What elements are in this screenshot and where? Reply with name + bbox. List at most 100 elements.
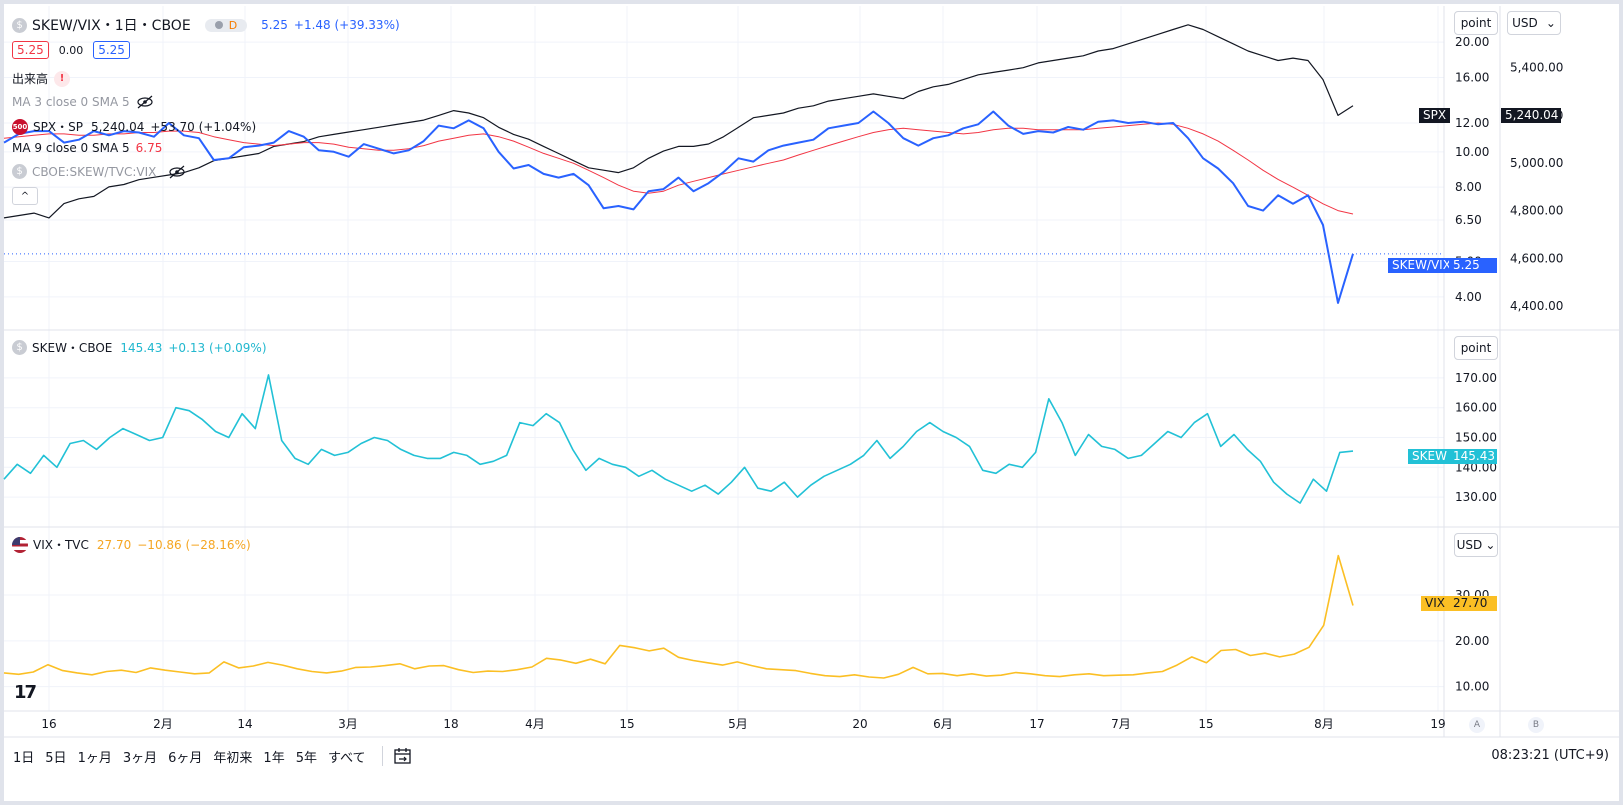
skew-line bbox=[3, 374, 1354, 504]
time-tick-label: 8月 bbox=[1314, 717, 1334, 731]
skew-tick-label: 160.00 bbox=[1455, 401, 1497, 415]
range-5d[interactable]: 5日 bbox=[45, 750, 67, 766]
volume-label[interactable]: 出来高 bbox=[12, 72, 49, 86]
skew-change: +0.13 (+0.09%) bbox=[168, 340, 267, 355]
symbol-icon: $ bbox=[12, 17, 27, 33]
spx-value: 5,240.04 bbox=[90, 119, 145, 134]
usd-label: USD bbox=[1456, 538, 1483, 552]
hidden-eye-icon[interactable] bbox=[168, 165, 186, 179]
range-6m[interactable]: 6ヶ月 bbox=[168, 750, 203, 766]
spx-tick-label: 5,000.00 bbox=[1510, 156, 1563, 170]
spx-name[interactable]: SPX・SP bbox=[33, 120, 83, 134]
range-3m[interactable]: 3ヶ月 bbox=[122, 750, 158, 766]
ask-box[interactable]: 5.25 bbox=[93, 41, 130, 59]
axis-button-b[interactable]: B bbox=[1528, 717, 1544, 733]
skew-price-tag: 145.43 bbox=[1449, 449, 1497, 464]
hidden-eye-icon[interactable] bbox=[136, 95, 154, 109]
time-tick-label: 3月 bbox=[338, 717, 358, 731]
ma3-label[interactable]: MA 3 close 0 SMA 5 bbox=[12, 95, 130, 109]
ratio-symbol-icon: $ bbox=[12, 164, 27, 179]
vix-name[interactable]: VIX・TVC bbox=[33, 538, 89, 552]
skew-tick-label: 170.00 bbox=[1455, 371, 1497, 385]
ratio-name-tag: SKEW/VIX bbox=[1388, 258, 1455, 273]
skew-symbol-icon: $ bbox=[12, 340, 27, 355]
collapse-legend-button[interactable]: ^ bbox=[12, 187, 38, 205]
market-status-badge[interactable]: D bbox=[204, 18, 248, 32]
range-ytd[interactable]: 年初来 bbox=[213, 750, 253, 766]
range-1m[interactable]: 1ヶ月 bbox=[77, 750, 112, 766]
warning-icon[interactable]: ! bbox=[54, 70, 71, 87]
vix-currency-button[interactable]: USD ⌄ bbox=[1454, 533, 1498, 557]
skew-tick-label: 150.00 bbox=[1455, 431, 1497, 445]
ratio-tick-label: 10.00 bbox=[1455, 145, 1489, 159]
time-tick-label: 17 bbox=[1029, 717, 1044, 731]
axis-button-a[interactable]: A bbox=[1469, 717, 1485, 733]
chevron-down-icon: ⌄ bbox=[1545, 16, 1556, 30]
skew-scale-point-button[interactable]: point bbox=[1454, 336, 1498, 360]
ratio-price-tag: 5.25 bbox=[1449, 258, 1497, 273]
main-legend: $ SKEW/VIX・1日・CBOE D 5.25 +1.48 (+39.33%… bbox=[12, 15, 400, 35]
ma9-label[interactable]: MA 9 close 0 SMA 5 bbox=[12, 141, 130, 155]
spx-tick-label: 4,600.00 bbox=[1510, 251, 1563, 265]
skew-legend: $ SKEW・CBOE 145.43 +0.13 (+0.09%) bbox=[12, 339, 267, 356]
ma9-legend: MA 9 close 0 SMA 5 6.75 bbox=[12, 141, 162, 155]
range-1d[interactable]: 1日 bbox=[13, 750, 35, 766]
vix-value: 27.70 bbox=[96, 537, 132, 552]
ratio-tick-label: 6.50 bbox=[1455, 213, 1482, 227]
spx-tick-label: 4,800.00 bbox=[1510, 204, 1563, 218]
skew-tick-label: 130.00 bbox=[1455, 490, 1497, 504]
skew-name[interactable]: SKEW・CBOE bbox=[32, 341, 113, 355]
vix-tick-label: 20.00 bbox=[1455, 634, 1489, 648]
time-tick-label: 5月 bbox=[728, 717, 748, 731]
us-flag-icon bbox=[12, 536, 28, 553]
time-tick-label: 15 bbox=[1198, 717, 1213, 731]
badge-label: D bbox=[228, 18, 238, 32]
time-tick-label: 16 bbox=[41, 717, 56, 731]
volume-legend: 出来高 ! bbox=[12, 70, 71, 87]
ma9-line bbox=[3, 122, 1354, 215]
tradingview-logo[interactable]: 17 bbox=[14, 682, 37, 703]
time-tick-label: 6月 bbox=[933, 717, 953, 731]
time-tick-label: 15 bbox=[619, 717, 634, 731]
spx-name-tag: SPX bbox=[1419, 108, 1451, 123]
range-all[interactable]: すべて bbox=[327, 750, 366, 766]
calendar-goto-icon[interactable] bbox=[393, 747, 413, 765]
last-price: 5.25 bbox=[261, 18, 288, 32]
symbol-title[interactable]: SKEW/VIX・1日・CBOE bbox=[32, 18, 191, 34]
tick-layer: 16 2月 14 3月 18 4月 15 5月 20 6月 17 7月 15 8月 19 20.00 16.00… bbox=[41, 35, 1563, 731]
price-scale-point-button[interactable]: point bbox=[1454, 11, 1498, 35]
spx-icon: 500 bbox=[12, 118, 28, 135]
skew-vix-line bbox=[3, 110, 1354, 304]
usd-label: USD bbox=[1512, 16, 1538, 30]
pane-separators bbox=[4, 6, 1619, 738]
time-tick-label: 18 bbox=[443, 717, 458, 731]
ratio-tick-label: 20.00 bbox=[1455, 35, 1489, 49]
time-tick-label: 2月 bbox=[153, 717, 173, 731]
bottom-toolbar: 1日 5日 1ヶ月 3ヶ月 6ヶ月 年初来 1年 5年 すべて bbox=[4, 741, 1619, 771]
ratio-tick-label: 16.00 bbox=[1455, 70, 1489, 84]
spx-tick-label: 4,400.00 bbox=[1510, 299, 1563, 313]
vix-tick-label: 10.00 bbox=[1455, 680, 1489, 694]
grid-layer bbox=[4, 6, 1444, 711]
ratio-tick-label: 12.00 bbox=[1455, 116, 1489, 130]
range-5y[interactable]: 5年 bbox=[295, 750, 317, 766]
time-tick-label: 14 bbox=[237, 717, 252, 731]
range-1y[interactable]: 1年 bbox=[263, 750, 285, 766]
ratio-tick-label: 4.00 bbox=[1455, 290, 1482, 304]
vix-legend: VIX・TVC 27.70 −10.86 (−28.16%) bbox=[12, 536, 251, 553]
bid-box[interactable]: 5.25 bbox=[12, 41, 49, 59]
ratio-label[interactable]: CBOE:SKEW/TVC:VIX bbox=[32, 164, 157, 179]
time-tick-label: 19 bbox=[1430, 717, 1445, 731]
ma9-value: 6.75 bbox=[135, 141, 163, 155]
chevron-down-icon: ⌄ bbox=[1485, 538, 1496, 552]
currency-usd-button[interactable]: USD ⌄ bbox=[1507, 11, 1561, 35]
vix-change: −10.86 (−28.16%) bbox=[137, 537, 251, 552]
skew-name-tag: SKEW bbox=[1408, 449, 1451, 464]
spread-value: 0.00 bbox=[58, 43, 84, 57]
clock-timezone[interactable]: 08:23:21 (UTC+9) bbox=[1491, 748, 1609, 763]
time-tick-label: 4月 bbox=[525, 717, 545, 731]
vix-name-tag: VIX bbox=[1421, 596, 1449, 611]
vix-price-tag: 27.70 bbox=[1449, 596, 1497, 611]
time-tick-label: 20 bbox=[852, 717, 867, 731]
